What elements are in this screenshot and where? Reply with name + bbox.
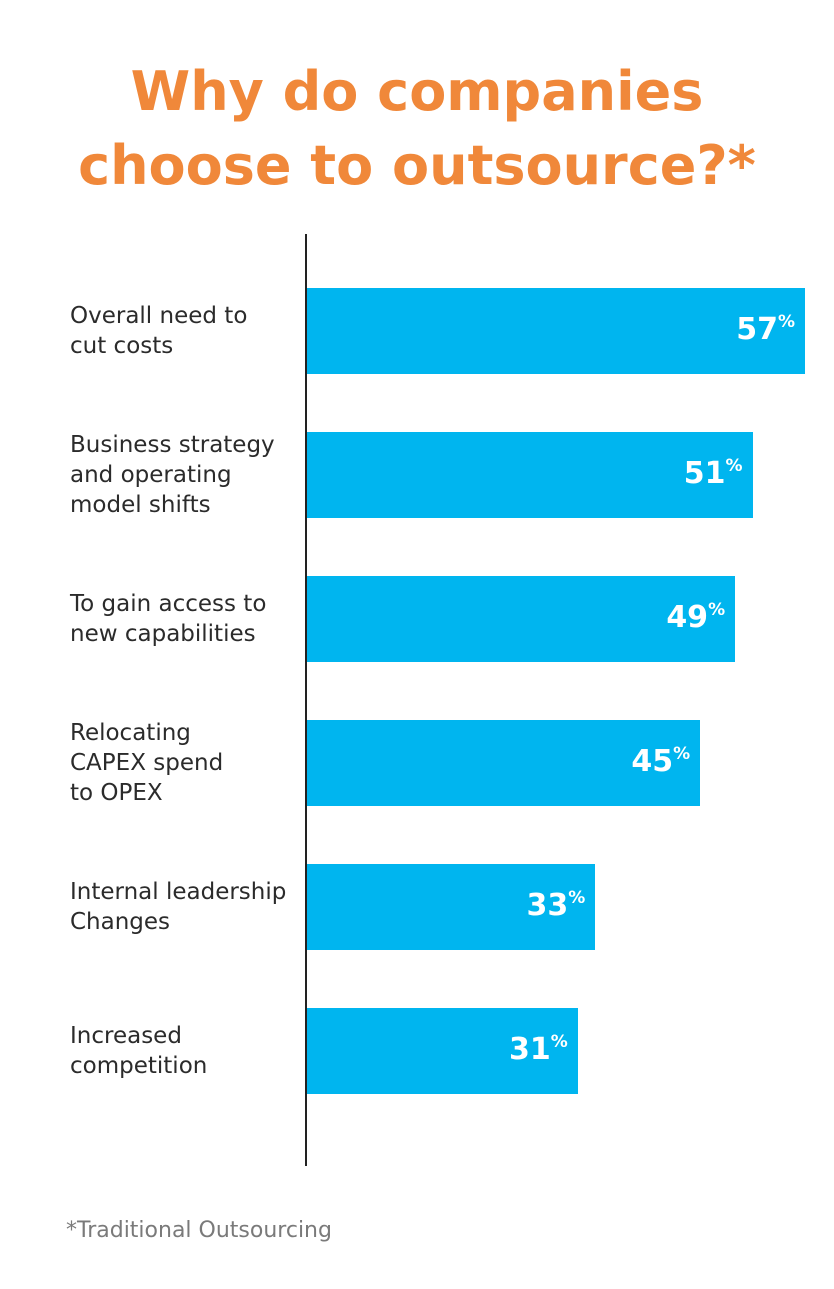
category-label: Internal leadership Changes <box>70 879 287 935</box>
value-label: 51% <box>683 456 743 491</box>
category-label: Relocating CAPEX spend to OPEX <box>70 720 224 806</box>
bar <box>307 576 736 662</box>
category-label: To gain access to new capabilities <box>70 591 267 647</box>
category-label: Overall need to cut costs <box>70 303 248 359</box>
footnote: *Traditional Outsourcing <box>66 1218 332 1243</box>
category-label: Increased competition <box>70 1023 208 1079</box>
bar <box>307 864 596 950</box>
bar <box>307 432 753 518</box>
value-label: 45% <box>631 744 691 779</box>
bar <box>307 720 701 806</box>
category-label: Business strategy and operating model sh… <box>70 432 275 518</box>
value-label: 31% <box>509 1032 568 1067</box>
chart-title: Why do companies choose to outsource?* <box>78 60 756 197</box>
value-label: 49% <box>666 600 726 635</box>
bar <box>307 288 805 374</box>
value-label: 33% <box>526 888 586 923</box>
value-label: 57% <box>736 312 795 347</box>
bar <box>307 1008 578 1094</box>
axis-line <box>305 234 307 1166</box>
